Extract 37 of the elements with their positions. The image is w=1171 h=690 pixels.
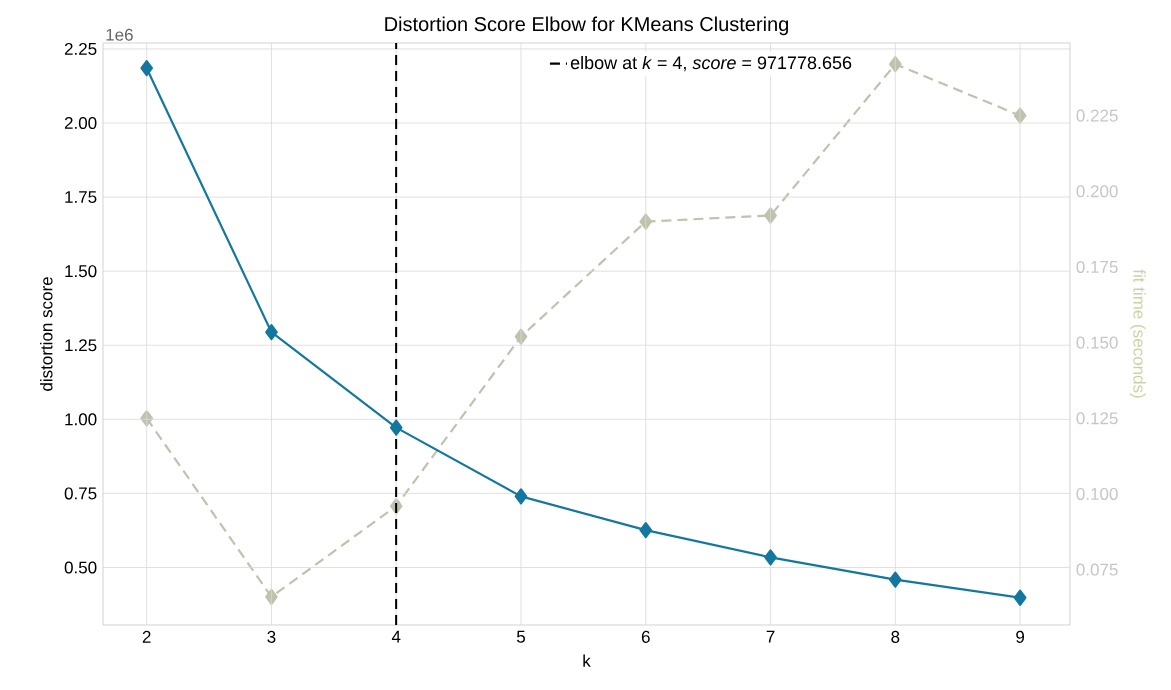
y-tick-label: 0.50 xyxy=(64,561,97,574)
y-tick-label: 1.25 xyxy=(65,339,97,352)
y2-tick-label: 0.075 xyxy=(1076,563,1118,576)
point xyxy=(888,571,902,588)
x-tick-label: 7 xyxy=(766,630,775,643)
y-tick-label: 0.75 xyxy=(64,487,97,500)
chart-title: Distortion Score Elbow for KMeans Clustering xyxy=(385,16,789,36)
y2-tick-label: 0.200 xyxy=(1076,185,1118,198)
point xyxy=(514,488,528,505)
x-axis-title: k xyxy=(583,654,591,667)
point xyxy=(1013,589,1027,606)
point xyxy=(764,549,777,566)
point xyxy=(140,60,154,77)
y-tick-label: 1.50 xyxy=(65,265,97,278)
y2-tick-label: 0.125 xyxy=(1076,412,1118,425)
x-tick-label: 3 xyxy=(267,630,276,643)
text: 1e6 xyxy=(106,28,133,41)
x-tick-label: 2 xyxy=(142,630,151,643)
y-tick-label: 2.25 xyxy=(64,42,97,55)
y2-tick-label: 0.100 xyxy=(1076,487,1118,500)
y2-tick-label: 0.175 xyxy=(1076,260,1118,273)
y2-tick-label: 0.150 xyxy=(1076,336,1118,349)
y2-tick-label: 0.225 xyxy=(1076,109,1118,122)
x-tick-label: 6 xyxy=(641,630,650,643)
y-tick-label: 1.00 xyxy=(65,413,97,426)
x-tick-label: 4 xyxy=(391,630,401,643)
point xyxy=(265,324,278,341)
point xyxy=(639,522,653,539)
x-tick-label: 8 xyxy=(891,630,900,643)
y-tick-label: 1.75 xyxy=(65,191,97,204)
y2-axis-title: fit time (seconds) xyxy=(1129,269,1146,398)
ref-line-label: elbow at k = 4, score = 971778.656 xyxy=(570,55,852,72)
x-tick-label: 9 xyxy=(1016,630,1025,643)
y-tick-label: 2.00 xyxy=(64,116,97,130)
y-axis-title: distortion score xyxy=(40,277,53,391)
point xyxy=(389,419,403,436)
x-tick-label: 5 xyxy=(516,630,526,643)
